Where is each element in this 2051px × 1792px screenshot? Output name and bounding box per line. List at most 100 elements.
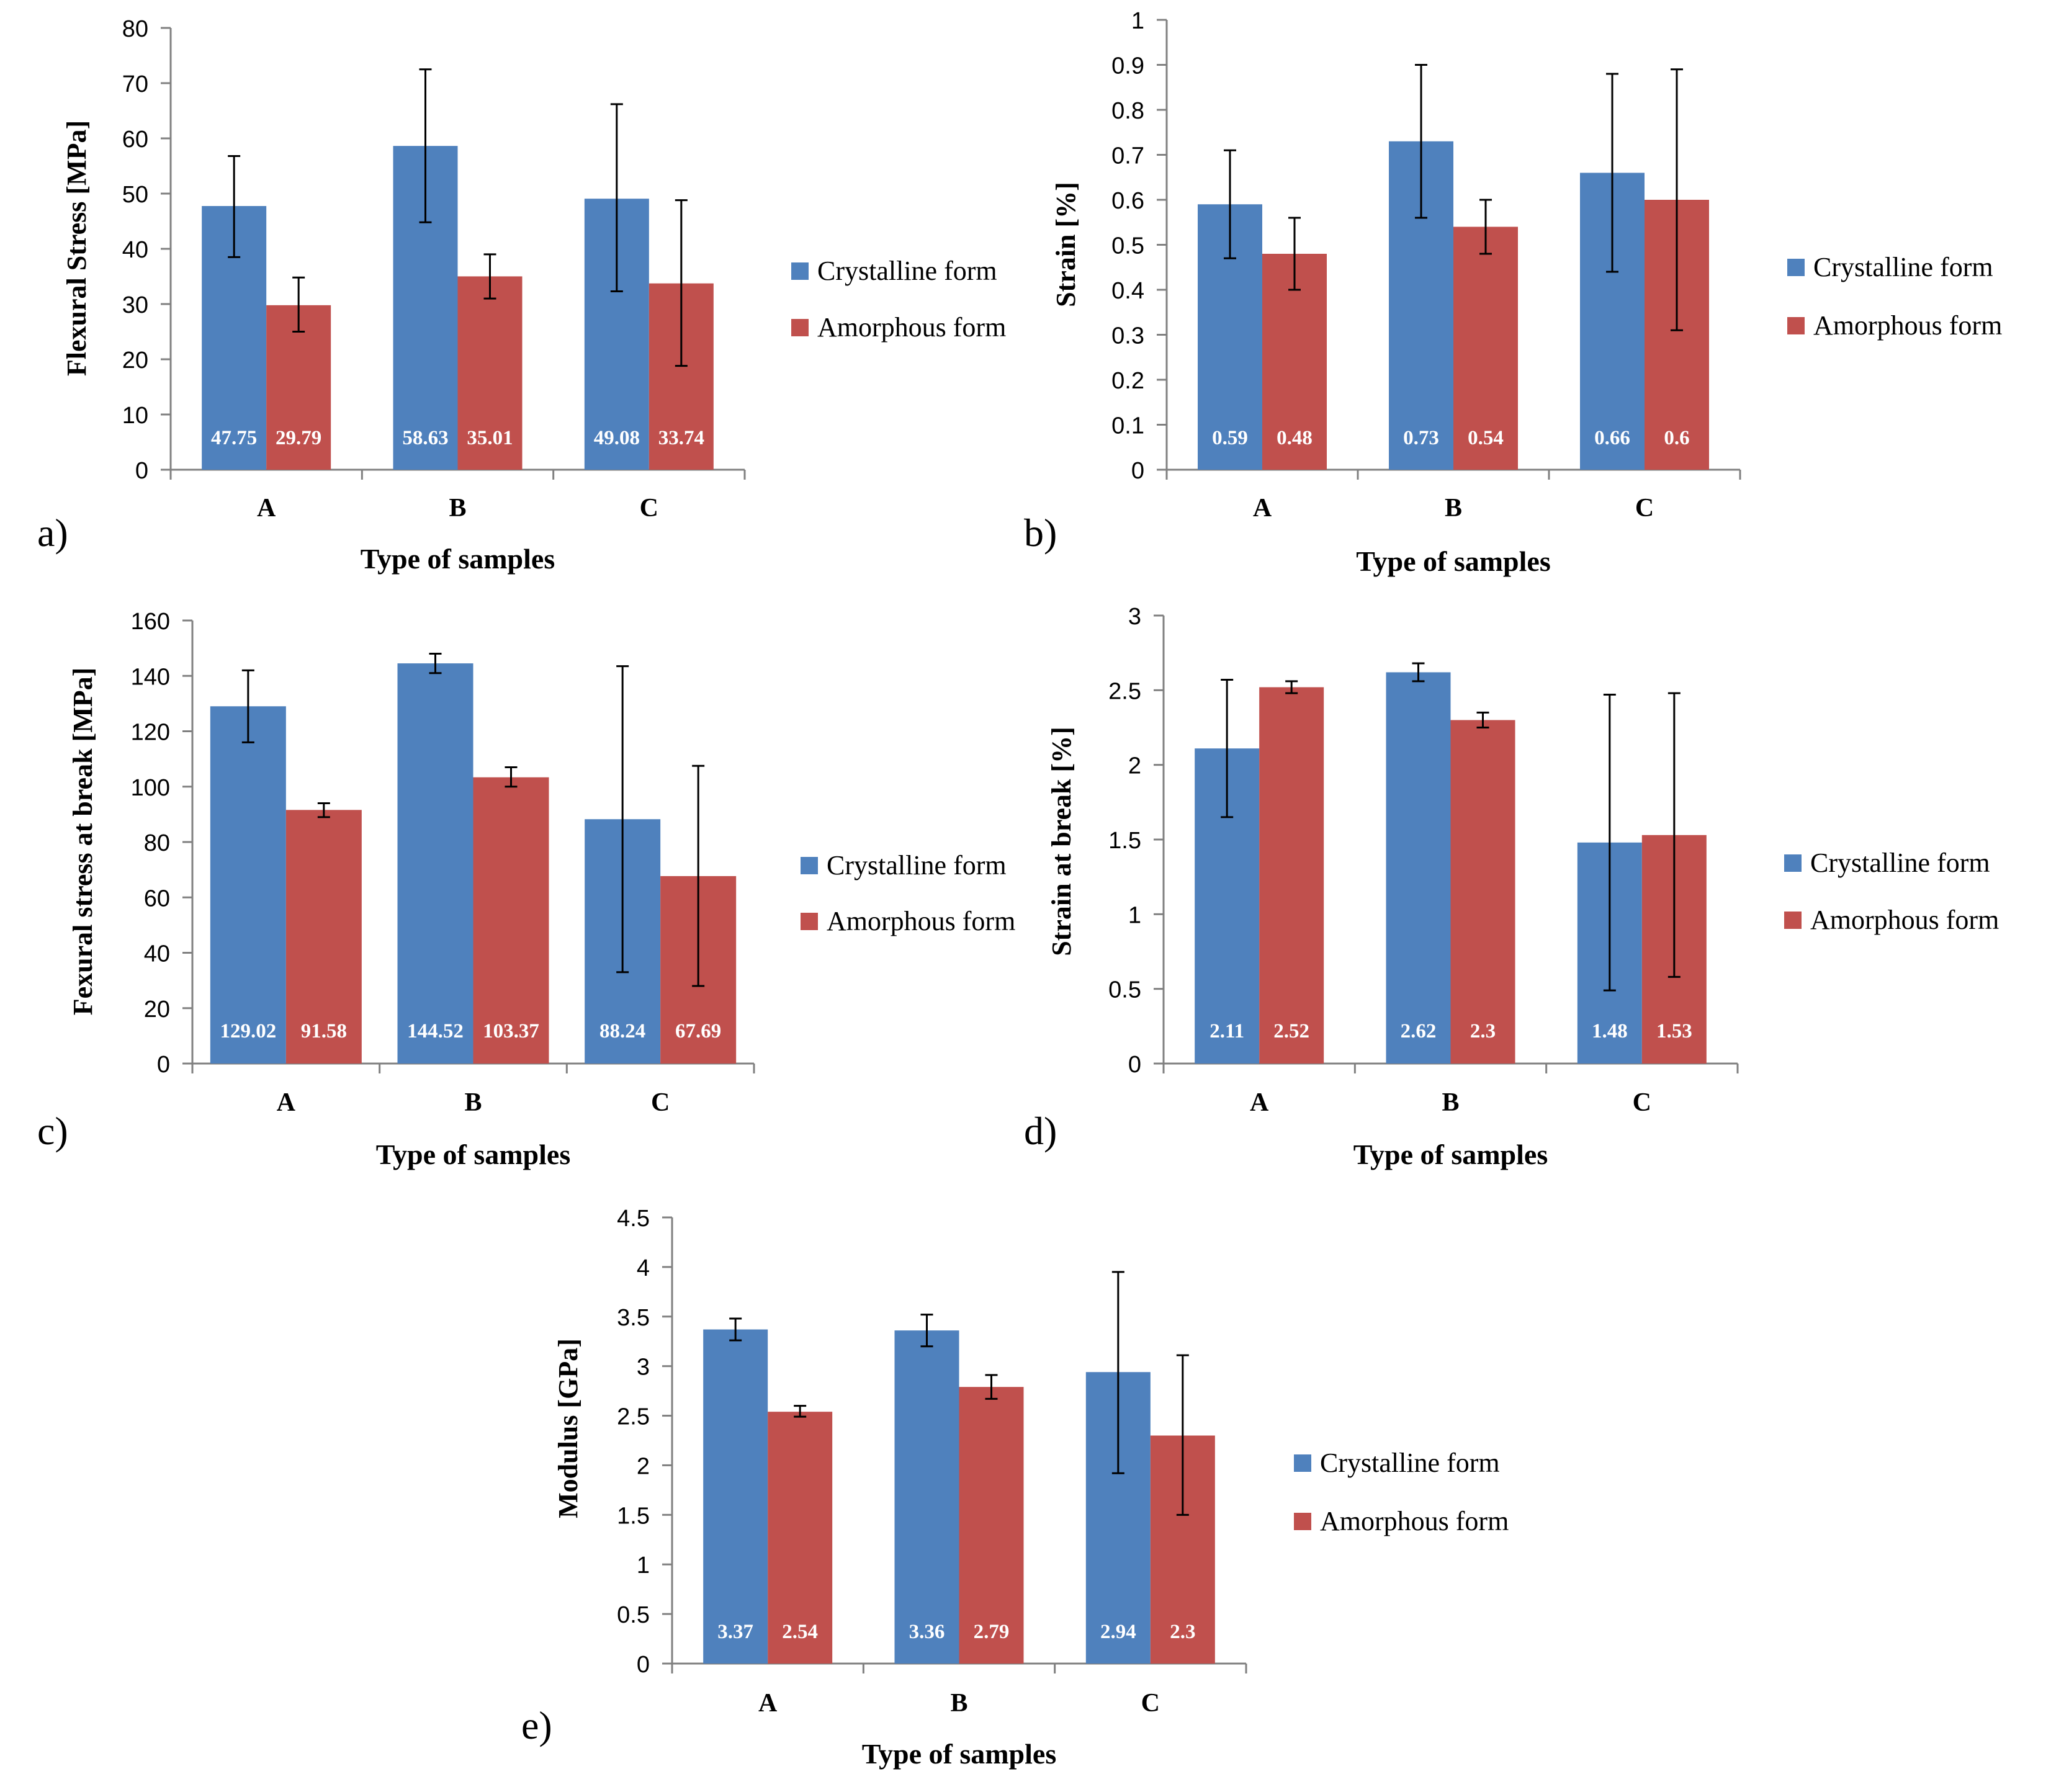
bar-crystalline <box>1386 672 1451 1064</box>
y-tick-label: 60 <box>144 885 170 912</box>
data-label: 2.3 <box>1470 1020 1496 1042</box>
panel-label: d) <box>1024 1109 1057 1153</box>
x-axis-title: Type of samples <box>862 1738 1057 1770</box>
x-tick-label: C <box>1141 1689 1160 1718</box>
legend-swatch-crystalline <box>1787 259 1805 276</box>
y-tick-label: 0.6 <box>1111 188 1144 214</box>
y-tick-label: 0 <box>637 1652 650 1678</box>
y-tick-label: 1 <box>1128 902 1141 928</box>
legend-swatch-amorphous <box>791 319 809 336</box>
bar-amorphous <box>1453 226 1518 470</box>
y-tick-label: 0.5 <box>1111 233 1144 259</box>
data-label: 2.54 <box>782 1621 818 1643</box>
data-label: 49.08 <box>594 427 640 449</box>
panel-c: 0 20 40 60 80 100 120 140 160 A 129.02 91.58 B 144.52… <box>37 609 1015 1170</box>
y-tick-label: 30 <box>122 292 148 318</box>
x-tick-label: C <box>640 494 658 522</box>
y-tick-label: 50 <box>122 182 148 208</box>
x-tick-label: C <box>1635 494 1654 522</box>
legend-swatch-crystalline <box>801 857 818 874</box>
x-tick-label: B <box>950 1689 967 1718</box>
y-tick-label: 2 <box>637 1453 650 1479</box>
data-label: 0.54 <box>1468 427 1504 449</box>
y-axis-title: Flexural Stress [MPa] <box>61 120 92 376</box>
x-tick-label: A <box>1253 494 1272 522</box>
data-label: 0.6 <box>1664 427 1689 449</box>
y-tick-label: 3.5 <box>617 1305 650 1331</box>
data-label: 144.52 <box>407 1020 464 1042</box>
x-axis-title: Type of samples <box>1356 545 1551 577</box>
data-label: 88.24 <box>599 1020 645 1042</box>
data-label: 47.75 <box>211 427 257 449</box>
y-tick-label: 160 <box>131 609 170 635</box>
legend-swatch-amorphous <box>1784 912 1802 929</box>
data-label: 3.37 <box>717 1621 753 1643</box>
y-tick-label: 10 <box>122 403 148 429</box>
y-tick-label: 0.5 <box>1108 977 1141 1003</box>
y-tick-label: 0.9 <box>1111 53 1144 79</box>
y-tick-label: 20 <box>122 347 148 374</box>
data-label: 2.94 <box>1100 1621 1136 1643</box>
data-label: 0.73 <box>1403 427 1439 449</box>
bar-amorphous <box>285 810 362 1064</box>
y-axis-title: Fexural stress at break [MPa] <box>68 668 98 1015</box>
y-tick-label: 20 <box>144 997 170 1023</box>
y-tick-label: 0.8 <box>1111 98 1144 124</box>
bar-amorphous <box>768 1412 833 1664</box>
y-tick-label: 40 <box>144 941 170 967</box>
y-tick-label: 2.5 <box>1108 678 1141 704</box>
y-tick-label: 2 <box>1128 753 1141 779</box>
x-tick-label: C <box>651 1088 670 1117</box>
x-axis-title: Type of samples <box>376 1139 571 1170</box>
data-label: 2.62 <box>1401 1020 1437 1042</box>
panel-label: c) <box>37 1109 68 1153</box>
data-label: 2.79 <box>974 1621 1010 1643</box>
y-tick-label: 0 <box>1131 458 1144 484</box>
panel-label: a) <box>37 511 68 555</box>
panel-label: b) <box>1024 511 1057 555</box>
legend-label: Crystalline form <box>1813 252 1993 282</box>
panel-label: e) <box>521 1703 552 1747</box>
legend-label: Amorphous form <box>1320 1506 1509 1536</box>
x-tick-label: A <box>277 1088 296 1117</box>
y-tick-label: 3 <box>637 1355 650 1381</box>
x-tick-label: B <box>464 1088 482 1117</box>
legend-swatch-amorphous <box>1787 317 1805 334</box>
x-tick-label: C <box>1633 1088 1651 1117</box>
data-label: 3.36 <box>909 1621 945 1643</box>
data-label: 33.74 <box>658 427 704 449</box>
y-tick-label: 4.5 <box>617 1206 650 1232</box>
x-tick-label: B <box>1442 1088 1459 1117</box>
x-axis-title: Type of samples <box>1353 1139 1548 1170</box>
bar-amorphous <box>473 777 549 1064</box>
y-tick-label: 0.1 <box>1111 413 1144 439</box>
y-tick-label: 1 <box>637 1552 650 1579</box>
x-tick-label: A <box>1250 1088 1269 1117</box>
bar-amorphous <box>457 276 523 470</box>
legend-label: Amorphous form <box>827 906 1015 936</box>
y-tick-label: 2.5 <box>617 1404 650 1430</box>
legend-label: Crystalline form <box>827 850 1007 880</box>
data-label: 0.66 <box>1594 427 1630 449</box>
data-label: 2.11 <box>1210 1020 1244 1042</box>
y-tick-label: 4 <box>637 1255 650 1281</box>
bar-crystalline <box>703 1329 768 1664</box>
y-tick-label: 80 <box>144 830 170 856</box>
y-tick-label: 0.3 <box>1111 323 1144 349</box>
y-tick-label: 0.4 <box>1111 278 1144 304</box>
y-axis-title: Strain [%] <box>1051 182 1081 307</box>
bar-amorphous <box>1450 720 1515 1064</box>
legend-swatch-crystalline <box>1784 854 1802 872</box>
legend-swatch-crystalline <box>1294 1454 1311 1472</box>
y-tick-label: 70 <box>122 71 148 97</box>
legend-label: Crystalline form <box>1320 1448 1500 1478</box>
bar-amorphous <box>266 305 331 470</box>
y-tick-label: 140 <box>131 664 170 690</box>
panel-d: 0 0.5 1 1.5 2 2.5 3 A 2.11 2.52 B 2.62 2.3 C 1.48 1.53 S… <box>1024 604 1999 1170</box>
x-axis-title: Type of samples <box>361 543 555 575</box>
data-label: 0.59 <box>1212 427 1248 449</box>
data-label: 1.48 <box>1592 1020 1628 1042</box>
y-axis-title: Modulus [GPa] <box>553 1338 583 1518</box>
y-tick-label: 100 <box>131 775 170 801</box>
